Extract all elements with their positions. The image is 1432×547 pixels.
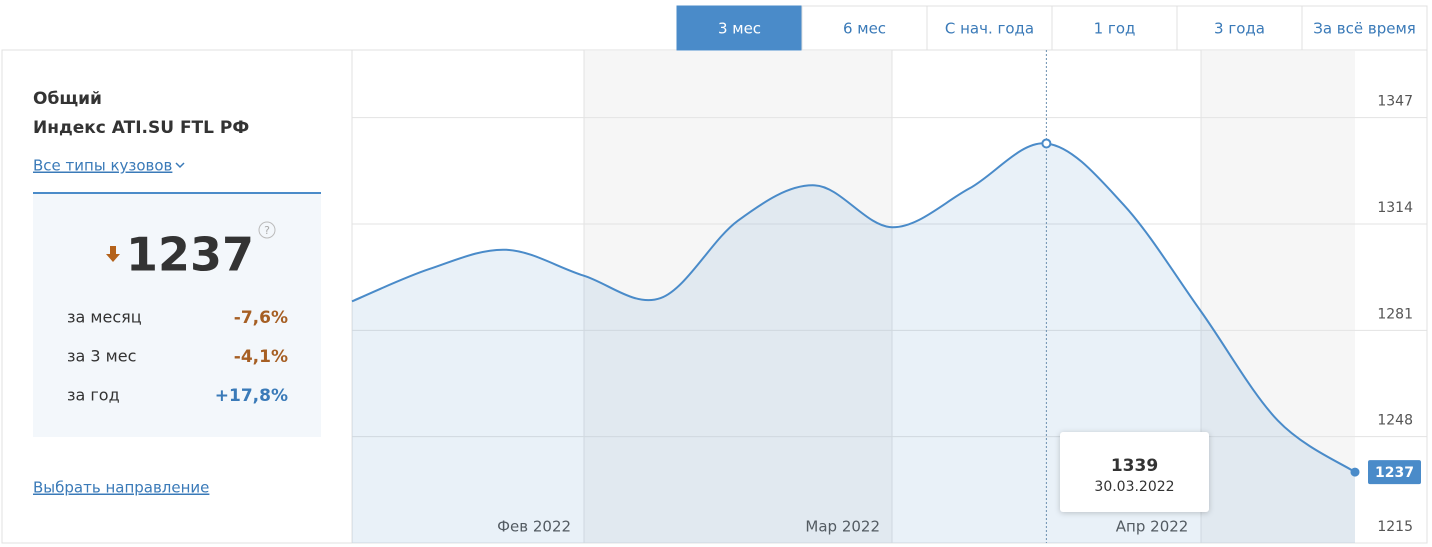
tab-label: 3 мес xyxy=(718,20,761,38)
y-tick-label: 1281 xyxy=(1377,306,1413,322)
tab-label: 1 год xyxy=(1094,20,1136,38)
tab-bar: 3 мес 6 мес С нач. года 1 год 3 года За всё в… xyxy=(676,5,1428,51)
tab[interactable] xyxy=(1051,5,1178,51)
stats-box xyxy=(33,193,321,437)
y-tick-label: 1248 xyxy=(1377,413,1413,429)
tab-label: 3 года xyxy=(1214,20,1265,38)
y-tick-label: 1215 xyxy=(1377,519,1413,535)
last-value-badge xyxy=(1368,460,1421,485)
last-point xyxy=(1350,467,1360,477)
tab[interactable] xyxy=(926,5,1053,51)
x-tick-label: Апр 2022 xyxy=(1116,518,1189,536)
chart: 1215 1248 1281 1314 1347 Фев 2022 Мар 2022 Апр … xyxy=(351,50,1427,544)
tab[interactable] xyxy=(801,5,928,51)
current-value: 1237 xyxy=(126,228,254,282)
line xyxy=(351,142,1356,473)
down-arrow xyxy=(106,246,120,262)
stats: за месяц -7,6% за 3 мес -4,1% за год +17,8% xyxy=(67,308,288,407)
hover-point xyxy=(1041,138,1052,149)
y-tick-label: 1347 xyxy=(1377,94,1413,110)
tab[interactable] xyxy=(676,5,803,51)
stat-value: -7,6% xyxy=(234,308,288,328)
stat-label: за год xyxy=(67,386,120,405)
stat-value: +17,8% xyxy=(215,386,288,406)
x-tick-label: Мар 2022 xyxy=(805,518,880,536)
tab-label: С нач. года xyxy=(945,20,1034,38)
x-tick-label: Фев 2022 xyxy=(497,518,571,536)
help-text: ? xyxy=(264,224,270,237)
last-value-label: 1237 xyxy=(1375,465,1414,481)
tooltip xyxy=(1060,432,1209,512)
tab-label: За всё время xyxy=(1313,20,1416,38)
tab[interactable] xyxy=(1301,5,1428,51)
body-type-link[interactable]: Все типы кузовов xyxy=(33,157,172,175)
stat-label: за 3 мес xyxy=(67,347,136,366)
title: Общий xyxy=(33,89,102,109)
tab-label: 6 мес xyxy=(843,20,886,38)
chevron xyxy=(175,162,185,169)
direction-link[interactable]: Выбрать направление xyxy=(33,479,209,497)
tab[interactable] xyxy=(1176,5,1303,51)
month-band xyxy=(584,51,892,543)
month-band xyxy=(1201,51,1355,543)
stat-value: -4,1% xyxy=(234,347,288,367)
title: Индекс ATI.SU FTL РФ xyxy=(33,118,249,138)
y-tick-label: 1314 xyxy=(1377,200,1413,216)
stats-box-border xyxy=(33,192,321,194)
tooltip-value: 1339 xyxy=(1111,456,1158,476)
tooltip-date: 30.03.2022 xyxy=(1094,479,1174,495)
stat-label: за месяц xyxy=(67,308,142,327)
help-icon[interactable] xyxy=(258,221,276,239)
